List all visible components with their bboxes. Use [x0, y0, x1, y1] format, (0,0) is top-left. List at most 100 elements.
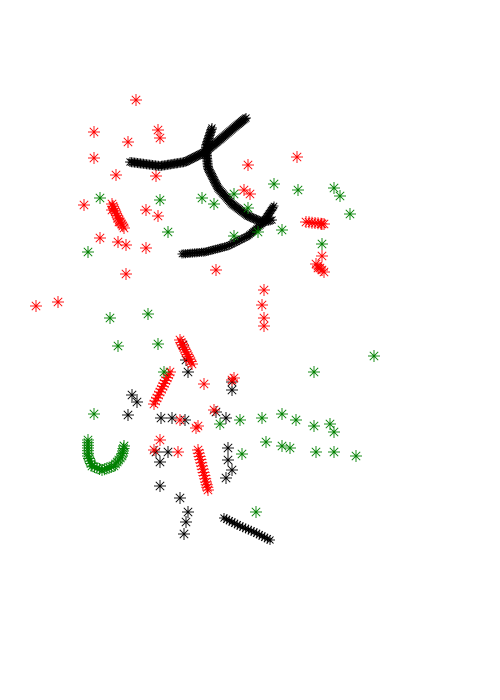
- green-marker: [104, 312, 116, 324]
- red-stroke-marker: [201, 481, 213, 493]
- green-marker: [260, 436, 272, 448]
- green-marker: [242, 202, 254, 214]
- green-marker: [228, 188, 240, 200]
- black-marker: [226, 464, 238, 476]
- green-marker: [316, 238, 328, 250]
- red-marker: [148, 444, 160, 456]
- red-stroke-marker: [186, 358, 198, 370]
- green-marker: [328, 426, 340, 438]
- black-marker: [154, 456, 166, 468]
- red-stroke-marker: [117, 220, 129, 232]
- red-marker: [88, 126, 100, 138]
- red-marker: [226, 374, 238, 386]
- green-stroke-marker: [103, 462, 115, 474]
- red-marker: [198, 378, 210, 390]
- black-marker: [222, 442, 234, 454]
- green-marker: [214, 418, 226, 430]
- red-marker: [130, 94, 142, 106]
- black-marker: [154, 480, 166, 492]
- black-marker-strokes: [122, 113, 279, 545]
- red-marker: [150, 170, 162, 182]
- red-stroke-marker: [202, 484, 214, 496]
- green-marker: [290, 414, 302, 426]
- black-marker: [180, 516, 192, 528]
- green-marker-strokes: [82, 178, 380, 518]
- green-marker: [284, 442, 296, 454]
- red-marker: [112, 236, 124, 248]
- green-marker: [118, 440, 130, 452]
- black-marker: [126, 389, 138, 401]
- green-marker: [88, 408, 100, 420]
- red-marker: [94, 232, 106, 244]
- black-marker: [220, 472, 232, 484]
- black-stroke-marker: [265, 535, 275, 545]
- black-stroke-marker: [270, 202, 279, 211]
- red-marker: [88, 152, 100, 164]
- red-marker: [172, 446, 184, 458]
- green-marker: [252, 226, 264, 238]
- red-marker: [208, 404, 220, 416]
- red-stroke-marker: [118, 222, 130, 234]
- red-marker: [120, 239, 132, 251]
- red-marker: [256, 299, 268, 311]
- red-marker: [174, 414, 186, 426]
- black-marker: [155, 412, 167, 424]
- red-stroke-marker: [318, 218, 330, 230]
- red-marker: [154, 434, 166, 446]
- green-marker: [154, 194, 166, 206]
- green-marker: [328, 446, 340, 458]
- red-marker: [152, 124, 164, 136]
- green-marker: [276, 440, 288, 452]
- red-marker: [140, 204, 152, 216]
- green-stroke-marker: [118, 443, 130, 455]
- red-marker: [120, 268, 132, 280]
- green-marker: [256, 412, 268, 424]
- green-marker: [308, 366, 320, 378]
- red-marker: [122, 136, 134, 148]
- green-marker: [276, 224, 288, 236]
- green-marker: [310, 446, 322, 458]
- green-marker: [368, 350, 380, 362]
- black-marker: [166, 412, 178, 424]
- black-marker: [178, 528, 190, 540]
- red-marker: [78, 199, 90, 211]
- black-marker: [174, 492, 186, 504]
- green-marker: [344, 208, 356, 220]
- red-marker: [110, 169, 122, 181]
- green-marker: [228, 230, 240, 242]
- red-marker-strokes: [30, 94, 330, 496]
- red-marker: [244, 188, 256, 200]
- red-marker: [154, 132, 166, 144]
- green-marker: [328, 182, 340, 194]
- red-marker: [291, 151, 303, 163]
- black-stroke-marker: [241, 113, 251, 123]
- red-marker: [30, 300, 42, 312]
- red-marker: [152, 210, 164, 222]
- black-marker: [182, 506, 194, 518]
- black-marker: [131, 396, 143, 408]
- green-marker: [152, 338, 164, 350]
- red-marker: [242, 159, 254, 171]
- green-marker: [308, 420, 320, 432]
- red-marker: [52, 296, 64, 308]
- red-stroke-marker: [148, 398, 160, 410]
- green-marker: [268, 178, 280, 190]
- green-marker: [112, 340, 124, 352]
- green-marker: [82, 246, 94, 258]
- red-marker: [140, 242, 152, 254]
- red-marker: [192, 420, 204, 432]
- green-marker: [250, 506, 262, 518]
- green-marker: [350, 450, 362, 462]
- green-marker: [276, 408, 288, 420]
- green-marker: [234, 414, 246, 426]
- green-marker: [142, 308, 154, 320]
- green-marker: [196, 192, 208, 204]
- green-marker: [94, 192, 106, 204]
- green-marker: [334, 190, 346, 202]
- black-marker: [122, 409, 134, 421]
- red-stroke-marker: [318, 266, 330, 278]
- green-marker: [162, 226, 174, 238]
- red-marker: [258, 320, 270, 332]
- green-marker: [236, 448, 248, 460]
